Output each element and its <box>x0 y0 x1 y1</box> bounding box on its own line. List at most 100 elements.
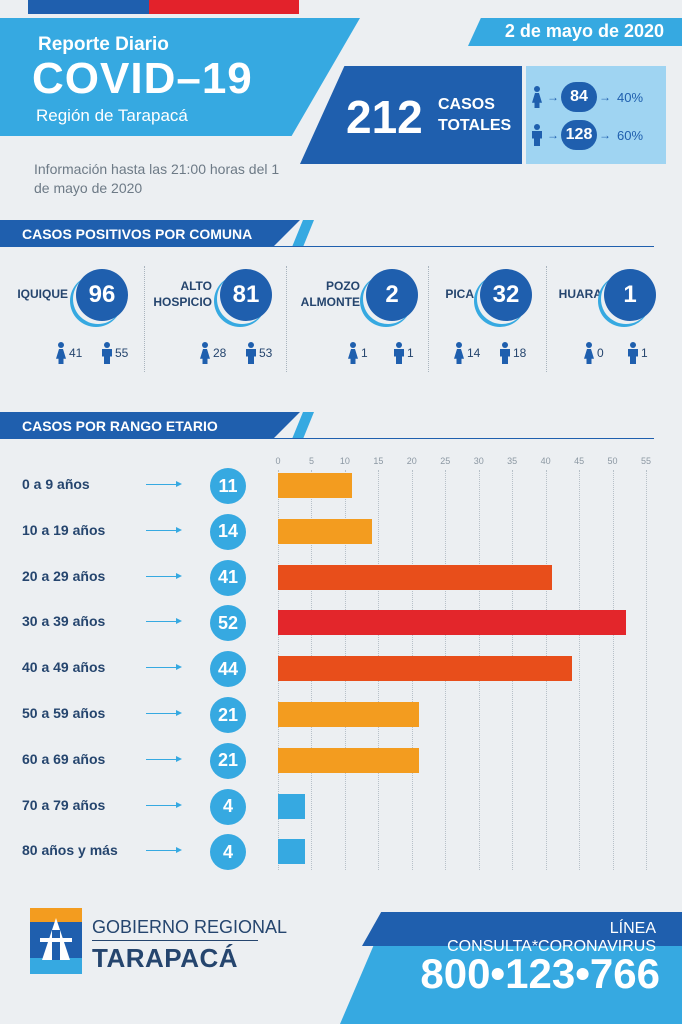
age-bar <box>278 793 305 819</box>
total-cases-panel <box>300 66 522 164</box>
x-tick-label: 15 <box>373 456 384 466</box>
woman-icon <box>532 86 542 108</box>
gov-name-line2: TARAPACÁ <box>92 943 239 973</box>
men-pct: 60% <box>617 127 644 143</box>
age-category-label: 30 a 39 años <box>22 613 106 630</box>
comuna-divider <box>546 266 547 372</box>
comuna-name: IQUIQUE <box>17 286 68 302</box>
age-category-label: 0 a 9 años <box>22 476 90 492</box>
arrow-right-icon <box>146 664 182 671</box>
man-icon <box>394 342 404 364</box>
total-label-line2: TOTALES <box>438 117 512 134</box>
comunas-section-rule <box>18 246 654 247</box>
age-bar <box>278 473 352 498</box>
age-row: 20 a 29 años 41 <box>0 558 682 596</box>
comuna-women-count: 28 <box>213 346 227 360</box>
arrow-right-icon: → <box>547 128 559 142</box>
x-tick-label: 40 <box>540 456 551 466</box>
comunas-section-banner <box>0 220 300 247</box>
arrow-right-icon <box>146 526 182 533</box>
total-cases-label: CASOS TOTALES <box>438 94 511 136</box>
x-tick-label: 35 <box>507 456 518 466</box>
men-count: 128 <box>561 120 597 150</box>
age-category-label: 10 a 19 años <box>22 521 106 538</box>
age-row: 10 a 19 años 14 <box>0 512 682 550</box>
age-row: 50 a 59 años 21 <box>0 695 682 733</box>
comuna-name: POZO ALMONTE <box>301 278 360 310</box>
header-banner <box>0 18 360 136</box>
grid-line <box>579 470 581 870</box>
arrow-right-icon <box>146 801 182 808</box>
comuna-men: 1 <box>394 342 414 364</box>
flag-stripe-blue <box>28 0 149 14</box>
x-tick-label: 10 <box>339 456 350 466</box>
age-value-label: 4 <box>210 834 246 871</box>
age-bar <box>278 747 419 773</box>
age-category-label: 80 años y más <box>22 842 118 859</box>
x-tick-label: 5 <box>308 456 314 466</box>
comuna-men-count: 1 <box>641 346 648 360</box>
comuna-name-line2: HOSPICIO <box>153 295 212 309</box>
hotline-label-banner <box>362 912 682 946</box>
man-icon <box>102 342 112 364</box>
age-value-label: 52 <box>210 605 246 642</box>
comuna-divider <box>144 266 145 372</box>
comuna-men: 53 <box>246 342 272 364</box>
sex-breakdown-panel <box>526 66 666 164</box>
comuna-women: 1 <box>348 342 368 364</box>
age-value-label: 11 <box>210 468 246 504</box>
arrow-right-icon <box>146 847 182 854</box>
info-text: Información hasta las 21:00 horas del 1 … <box>34 161 280 196</box>
age-value-label: 14 <box>210 513 246 550</box>
hotline-label: LÍNEA CONSULTA*CORONAVIRUS <box>447 920 656 955</box>
date-banner <box>468 18 682 46</box>
comuna-men-count: 55 <box>115 346 129 360</box>
comuna-total: 32 <box>480 269 532 321</box>
age-section-title: CASOS POR RANGO ETARIO <box>22 418 218 434</box>
comuna-women-count: 1 <box>361 346 368 360</box>
total-cases-number: 212 <box>346 91 423 143</box>
woman-icon <box>200 342 210 364</box>
age-bar <box>278 564 553 590</box>
man-icon <box>246 342 256 364</box>
x-tick-label: 55 <box>640 456 651 466</box>
comuna-total: 96 <box>76 269 128 321</box>
comuna-name-line1: POZO <box>325 279 360 293</box>
comuna-women: 28 <box>200 342 226 364</box>
comuna-women-count: 14 <box>467 346 481 360</box>
page-title: COVID–19 <box>32 54 253 103</box>
arrow-right-icon: → <box>599 90 611 104</box>
grid-line <box>646 470 647 870</box>
comuna-men-count: 53 <box>259 346 273 360</box>
age-section-rule <box>18 438 654 439</box>
women-total-row: → 84 → 40% <box>532 80 664 114</box>
age-bar <box>278 702 419 727</box>
hotline-phone: 800•123•766 <box>420 950 660 997</box>
man-icon <box>500 342 510 364</box>
region-label: Región de Tarapacá <box>36 106 188 125</box>
comuna-women: 0 <box>584 342 604 364</box>
comuna-name-line2: ALMONTE <box>300 295 360 309</box>
man-icon <box>628 342 638 364</box>
age-category-label: 40 a 49 años <box>22 659 106 676</box>
age-row: 60 a 69 años 21 <box>0 741 682 779</box>
age-value-label: 21 <box>210 742 246 779</box>
man-icon <box>532 124 542 146</box>
woman-icon <box>348 342 358 364</box>
x-tick-label: 25 <box>440 456 451 466</box>
arrow-right-icon <box>146 481 182 487</box>
comuna-total: 2 <box>366 269 418 321</box>
age-value-label: 4 <box>210 788 246 825</box>
woman-icon <box>454 342 464 364</box>
x-tick-label: 0 <box>275 456 281 466</box>
arrow-right-icon: → <box>547 90 559 104</box>
age-row: 0 a 9 años 11 <box>0 466 682 504</box>
comuna-divider <box>286 266 287 372</box>
comuna-women: 14 <box>454 342 480 364</box>
age-row: 80 años y más 4 <box>0 832 682 871</box>
age-row: 40 a 49 años 44 <box>0 649 682 688</box>
gov-name-line1: GOBIERNO REGIONAL <box>92 917 288 937</box>
flag-stripe-red <box>149 0 299 14</box>
arrow-right-icon: → <box>599 128 611 142</box>
x-tick-label: 50 <box>607 456 618 466</box>
